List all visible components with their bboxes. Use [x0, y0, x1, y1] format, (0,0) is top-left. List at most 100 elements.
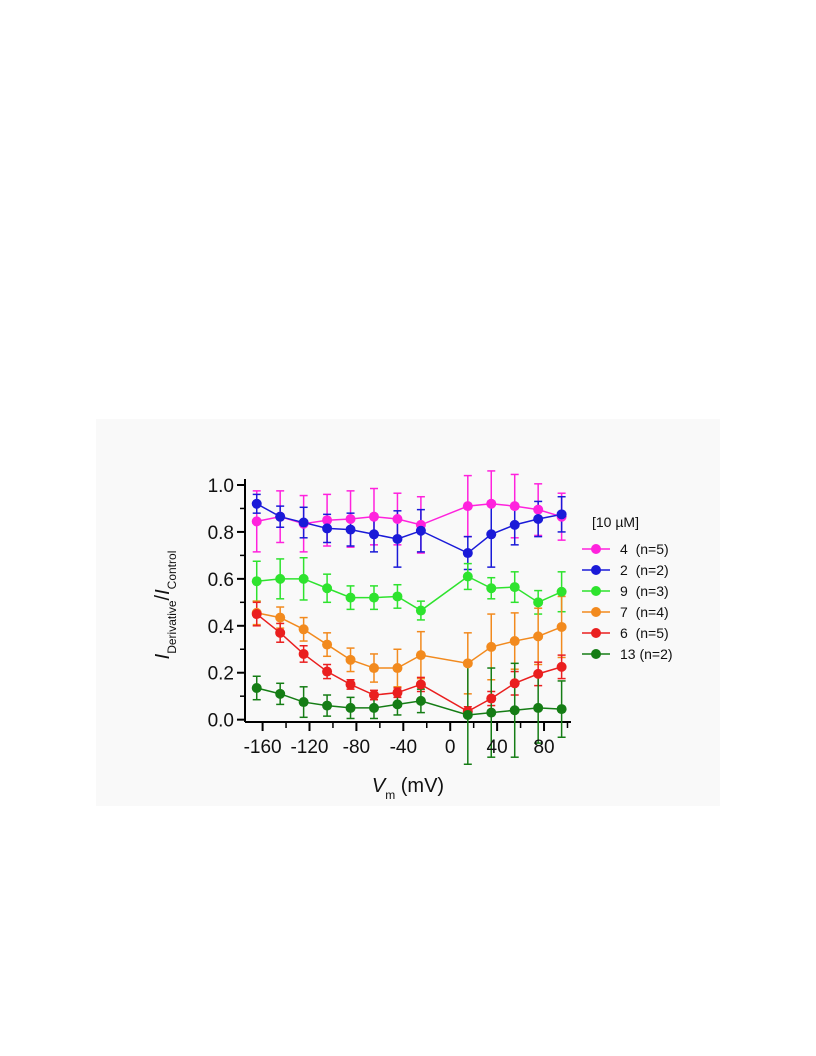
- y-axis-den-symbol: I: [152, 589, 174, 595]
- x-tick-label: -40: [390, 737, 417, 758]
- data-point: [322, 523, 333, 534]
- data-point: [556, 509, 567, 520]
- y-tick-label: 1.0: [208, 476, 234, 497]
- legend-entry: 6 (n=5): [582, 625, 669, 641]
- data-point: [415, 605, 426, 616]
- legend-marker: [591, 628, 601, 638]
- data-point: [415, 695, 426, 706]
- data-point: [368, 690, 379, 701]
- data-point: [486, 498, 497, 509]
- y-tick-label: 0.2: [208, 664, 234, 685]
- data-point: [251, 516, 262, 527]
- data-point: [486, 529, 497, 540]
- legend-entry: 4 (n=5): [582, 541, 669, 557]
- data-point: [392, 591, 403, 602]
- data-point: [415, 650, 426, 661]
- x-axis-title: Vm (mV): [372, 775, 444, 802]
- legend-entry: 7 (n=4): [582, 604, 669, 620]
- x-tick-label: -120: [290, 737, 328, 758]
- data-point: [322, 666, 333, 677]
- data-point: [556, 621, 567, 632]
- data-point: [486, 641, 497, 652]
- data-point: [345, 524, 356, 535]
- legend-label: 6 (n=5): [620, 625, 669, 641]
- y-tick-label: 0.8: [208, 523, 234, 544]
- data-point: [251, 498, 262, 509]
- y-axis-separator: /: [152, 594, 174, 600]
- x-tick-label: 80: [533, 737, 554, 758]
- data-point: [298, 573, 309, 584]
- y-tick-label: 0.0: [208, 711, 234, 732]
- data-point: [298, 517, 309, 528]
- y-tick-label: 0.4: [208, 617, 235, 638]
- y-tick-label: 0.6: [208, 570, 234, 591]
- data-point: [392, 699, 403, 710]
- data-point: [275, 627, 286, 638]
- data-point: [322, 700, 333, 711]
- legend-label: 2 (n=2): [620, 562, 669, 578]
- data-point: [298, 697, 309, 708]
- x-tick-label: -160: [244, 737, 282, 758]
- x-axis-unit: (mV): [395, 775, 444, 797]
- legend-label: 4 (n=5): [620, 541, 669, 557]
- data-point: [462, 548, 473, 559]
- legend-entry: 9 (n=3): [582, 583, 669, 599]
- data-point: [392, 514, 403, 525]
- data-point: [509, 678, 520, 689]
- data-point: [322, 515, 333, 526]
- data-point: [368, 592, 379, 603]
- data-point: [486, 707, 497, 718]
- data-point: [556, 586, 567, 597]
- data-point: [275, 573, 286, 584]
- data-point: [275, 688, 286, 699]
- data-point: [533, 597, 544, 608]
- y-axis-den-subscript: Control: [165, 551, 179, 590]
- data-point: [509, 501, 520, 512]
- data-point: [345, 514, 356, 525]
- data-point: [345, 679, 356, 690]
- y-axis-title: IDerivative/IControl: [152, 551, 179, 660]
- data-point: [322, 583, 333, 594]
- chart-svg: 0.0 0.2 0.4 0.6 0.8 1.0 -160 -120 -80 -40 0 40 80 Vm…: [152, 470, 673, 802]
- x-axis-subscript: m: [385, 788, 395, 802]
- data-point: [415, 525, 426, 536]
- data-point: [345, 592, 356, 603]
- data-point: [462, 709, 473, 720]
- data-point: [298, 648, 309, 659]
- legend-label: 9 (n=3): [620, 583, 669, 599]
- data-point: [533, 702, 544, 713]
- data-point: [392, 663, 403, 674]
- x-axis-symbol: V: [372, 775, 387, 797]
- legend-marker: [591, 544, 601, 554]
- legend-marker: [591, 649, 601, 659]
- data-point: [368, 702, 379, 713]
- data-point: [509, 519, 520, 530]
- y-axis-num-symbol: I: [152, 653, 174, 659]
- x-tick-label: -80: [343, 737, 370, 758]
- data-point: [462, 501, 473, 512]
- x-tick-label: 0: [445, 737, 456, 758]
- axes: [237, 479, 571, 731]
- data-point: [251, 576, 262, 587]
- data-point: [392, 533, 403, 544]
- legend-entry: 13 (n=2): [582, 646, 673, 662]
- data-point: [486, 693, 497, 704]
- data-point: [556, 704, 567, 715]
- data-point: [462, 658, 473, 669]
- legend-marker: [591, 586, 601, 596]
- data-point: [533, 514, 544, 525]
- legend-entry: 2 (n=2): [582, 562, 669, 578]
- data-point: [368, 529, 379, 540]
- data-point: [251, 682, 262, 693]
- data-point: [251, 609, 262, 620]
- legend: [10 µM] 4 (n=5) 2 (n=2) 9 (n=3) 7 (n=4) 6 (n…: [582, 514, 673, 662]
- data-point: [275, 511, 286, 522]
- data-point: [533, 668, 544, 679]
- data-point: [509, 582, 520, 593]
- data-point: [533, 504, 544, 515]
- figure-panel: 0.0 0.2 0.4 0.6 0.8 1.0 -160 -120 -80 -40 0 40 80 Vm…: [96, 419, 720, 806]
- data-point: [556, 661, 567, 672]
- data-points: [251, 498, 567, 720]
- legend-marker: [591, 565, 601, 575]
- legend-title: [10 µM]: [592, 514, 639, 530]
